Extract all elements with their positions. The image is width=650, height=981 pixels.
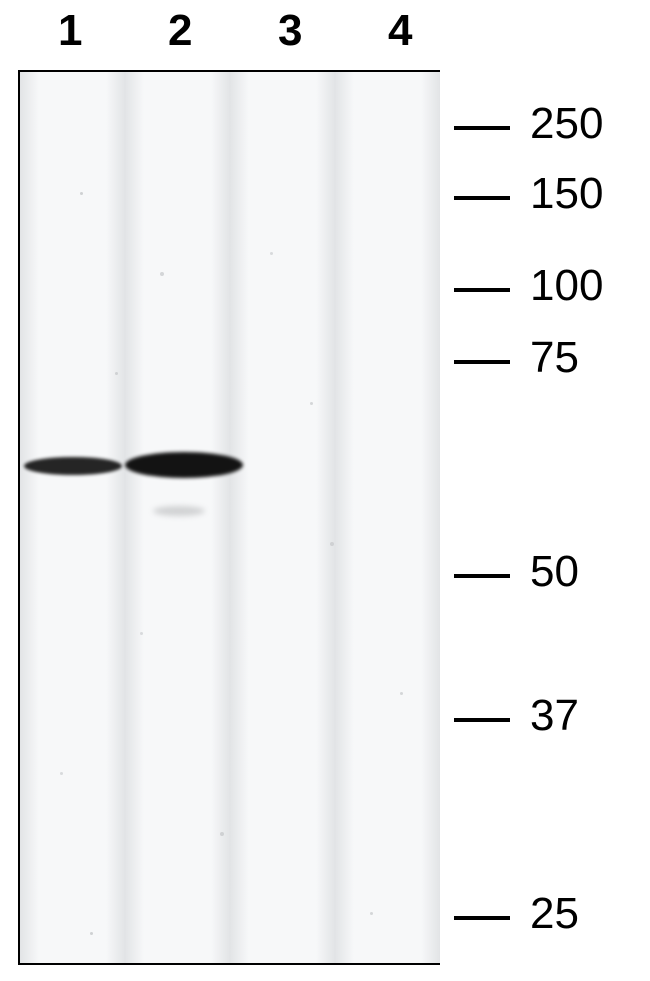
lane-label-3: 3 [278, 6, 302, 56]
membrane-speckle [140, 632, 143, 635]
membrane-speckle [60, 772, 63, 775]
lane-3-region [230, 72, 335, 963]
membrane-speckle [80, 192, 83, 195]
mw-marker-label: 25 [530, 889, 579, 939]
mw-marker-tick [454, 360, 510, 364]
mw-marker-label: 37 [530, 691, 579, 741]
lane-label-2: 2 [168, 6, 192, 56]
lane-label-1: 1 [58, 6, 82, 56]
mw-marker-label: 250 [530, 99, 603, 149]
mw-marker-tick [454, 916, 510, 920]
blot-membrane [18, 70, 440, 965]
membrane-speckle [310, 402, 313, 405]
protein-band [24, 457, 122, 475]
membrane-speckle [220, 832, 224, 836]
membrane-speckle [330, 542, 334, 546]
membrane-speckle [90, 932, 93, 935]
mw-marker-label: 75 [530, 333, 579, 383]
membrane-speckle [400, 692, 403, 695]
lane-label-4: 4 [388, 6, 412, 56]
membrane-speckle [160, 272, 164, 276]
mw-marker-tick [454, 126, 510, 130]
membrane-speckle [270, 252, 273, 255]
mw-marker-label: 50 [530, 547, 579, 597]
western-blot-figure: 1 2 3 4 250 150 100 75 50 37 25 [0, 0, 650, 981]
mw-marker-tick [454, 718, 510, 722]
mw-marker-tick [454, 196, 510, 200]
membrane-speckle [370, 912, 373, 915]
mw-marker-label: 100 [530, 261, 603, 311]
membrane-speckle [115, 372, 118, 375]
mw-marker-tick [454, 574, 510, 578]
mw-marker-tick [454, 288, 510, 292]
lane-1-region [20, 72, 125, 963]
lane-2-region [125, 72, 230, 963]
mw-marker-label: 150 [530, 169, 603, 219]
lane-4-region [335, 72, 440, 963]
protein-band [153, 506, 205, 516]
